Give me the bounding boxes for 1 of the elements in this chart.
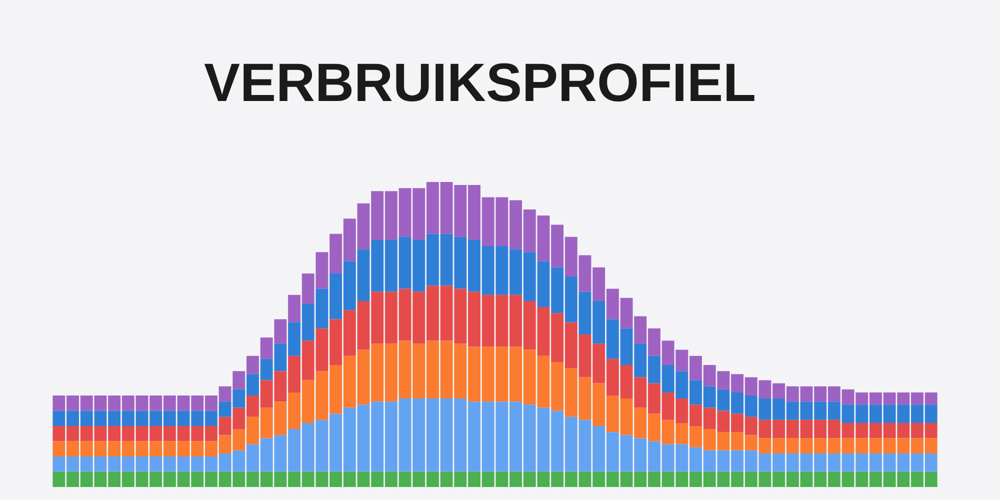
chart-title: VERBRUIKSPROFIEL (204, 53, 756, 113)
